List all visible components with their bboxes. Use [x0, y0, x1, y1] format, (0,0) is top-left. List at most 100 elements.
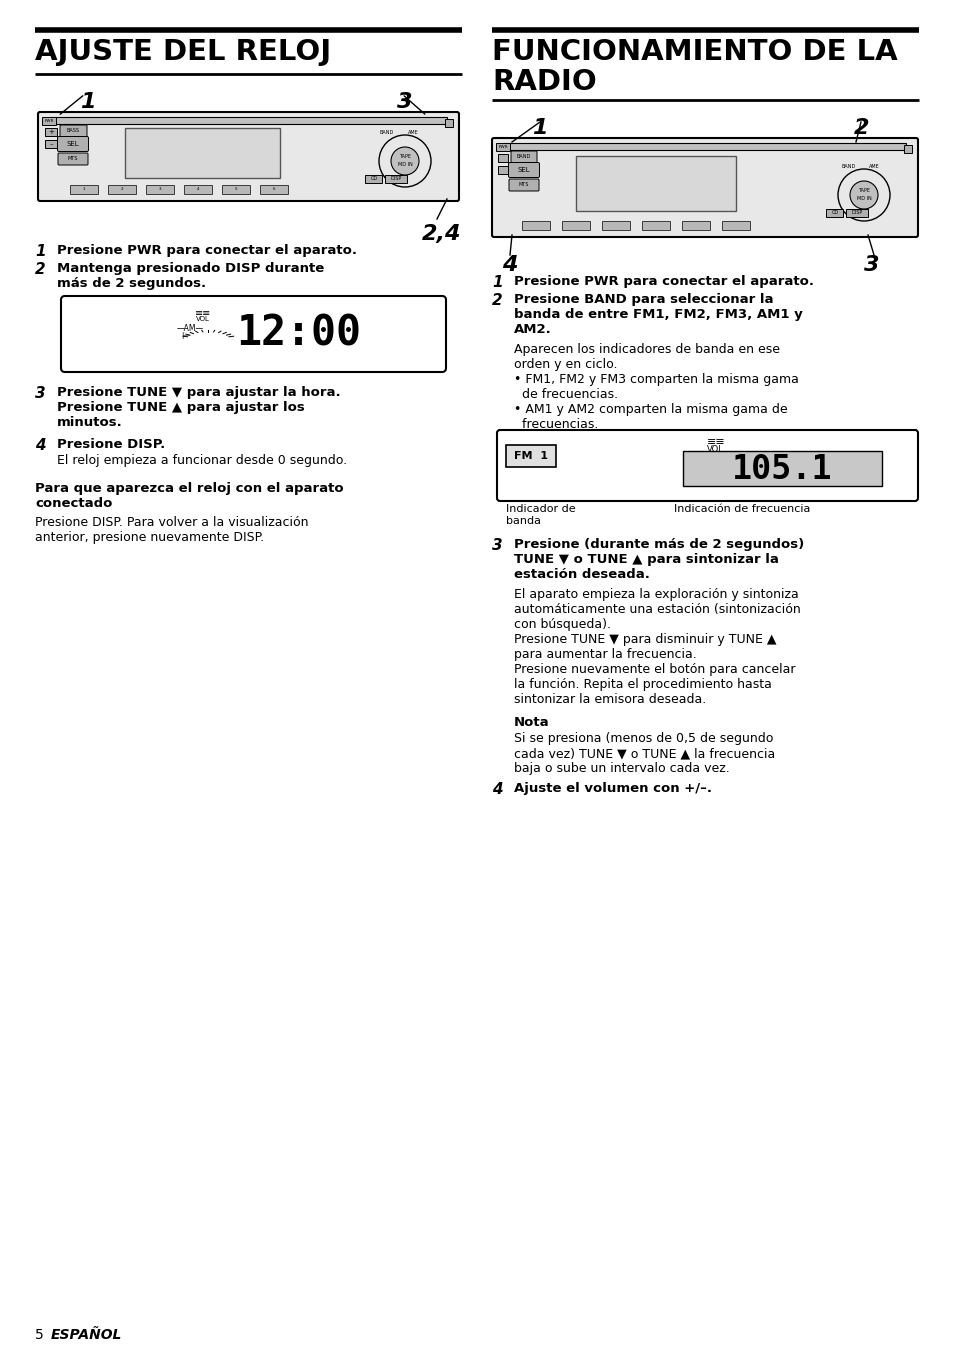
Bar — [146, 184, 173, 194]
Text: 2: 2 — [121, 187, 123, 191]
Text: PWR: PWR — [44, 118, 53, 122]
Text: MTS: MTS — [68, 156, 78, 162]
FancyBboxPatch shape — [57, 136, 89, 152]
Bar — [70, 184, 98, 194]
Bar — [903, 145, 911, 153]
Text: Indicador de
banda: Indicador de banda — [505, 503, 575, 525]
Text: 1: 1 — [83, 187, 85, 191]
Text: 1: 1 — [492, 275, 502, 289]
Text: 5: 5 — [35, 1329, 44, 1342]
FancyBboxPatch shape — [58, 153, 88, 166]
Text: 3: 3 — [863, 254, 879, 275]
Text: FUNCIONAMIENTO DE LA: FUNCIONAMIENTO DE LA — [492, 38, 897, 66]
Bar — [681, 221, 709, 230]
Text: AJUSTE DEL RELOJ: AJUSTE DEL RELOJ — [35, 38, 331, 66]
Bar — [42, 117, 56, 125]
Text: SEL: SEL — [517, 167, 530, 174]
Text: BAND: BAND — [379, 131, 394, 136]
Text: Si se presiona (menos de 0,5 de segundo
cada vez) TUNE ▼ o TUNE ▲ la frecuencia
: Si se presiona (menos de 0,5 de segundo … — [514, 732, 775, 775]
Text: Presione BAND para seleccionar la
banda de entre FM1, FM2, FM3, AM1 y
AM2.: Presione BAND para seleccionar la banda … — [514, 293, 801, 336]
Text: Presione (durante más de 2 segundos)
TUNE ▼ o TUNE ▲ para sintonizar la
estación: Presione (durante más de 2 segundos) TUN… — [514, 538, 803, 581]
Text: VOL: VOL — [706, 446, 723, 454]
Bar — [222, 184, 250, 194]
Text: 1: 1 — [35, 244, 46, 258]
Bar — [497, 166, 507, 174]
Text: AME: AME — [407, 131, 418, 136]
Text: Ajuste el volumen con +/–.: Ajuste el volumen con +/–. — [514, 782, 711, 795]
Text: 6: 6 — [273, 187, 275, 191]
Bar — [260, 184, 288, 194]
Circle shape — [849, 180, 877, 209]
Bar — [503, 143, 905, 149]
Bar — [561, 221, 589, 230]
Text: ≡≡: ≡≡ — [195, 308, 212, 318]
Text: Aparecen los indicadores de banda en ese
orden y en ciclo.
• FM1, FM2 y FM3 comp: Aparecen los indicadores de banda en ese… — [514, 343, 798, 431]
Text: –: – — [50, 141, 52, 147]
Bar — [496, 143, 510, 151]
Bar — [184, 184, 212, 194]
FancyBboxPatch shape — [511, 151, 537, 163]
Bar — [108, 184, 136, 194]
Text: Indicación de frecuencia: Indicación de frecuencia — [674, 503, 810, 514]
Text: Presione PWR para conectar el aparato.: Presione PWR para conectar el aparato. — [514, 275, 813, 288]
Text: El reloj empieza a funcionar desde 0 segundo.: El reloj empieza a funcionar desde 0 seg… — [57, 454, 347, 467]
Bar — [601, 221, 629, 230]
Text: 3: 3 — [35, 386, 46, 401]
Text: 2: 2 — [492, 293, 502, 308]
Text: —AM—: —AM— — [176, 324, 204, 332]
Text: |—: |— — [181, 332, 191, 339]
Text: 5: 5 — [234, 187, 237, 191]
Text: BASS: BASS — [67, 128, 79, 133]
Bar — [505, 446, 556, 467]
Text: Presione DISP. Para volver a la visualización
anterior, presione nuevamente DISP: Presione DISP. Para volver a la visualiz… — [35, 516, 308, 544]
Text: 12:00: 12:00 — [236, 312, 361, 354]
Text: 4: 4 — [196, 187, 199, 191]
Text: Presione DISP.: Presione DISP. — [57, 437, 165, 451]
Text: CD: CD — [831, 210, 838, 215]
FancyBboxPatch shape — [509, 179, 538, 191]
Text: 2,4: 2,4 — [421, 223, 461, 244]
Text: DISP: DISP — [390, 176, 401, 182]
Text: MTS: MTS — [518, 183, 529, 187]
Text: ≡≡: ≡≡ — [705, 437, 724, 447]
Text: 4: 4 — [492, 782, 502, 797]
Text: ESPAÑOL: ESPAÑOL — [51, 1329, 122, 1342]
Text: 4: 4 — [35, 437, 46, 454]
Bar — [497, 153, 507, 162]
Text: BAND: BAND — [841, 164, 855, 170]
Bar — [641, 221, 669, 230]
Text: 4: 4 — [501, 254, 517, 275]
Bar — [45, 140, 57, 148]
Text: FM  1: FM 1 — [514, 451, 547, 460]
Text: 3: 3 — [492, 538, 502, 553]
Text: Presione PWR para conectar el aparato.: Presione PWR para conectar el aparato. — [57, 244, 356, 257]
Text: Presione TUNE ▼ para ajustar la hora.
Presione TUNE ▲ para ajustar los
minutos.: Presione TUNE ▼ para ajustar la hora. Pr… — [57, 386, 340, 429]
Text: VOL: VOL — [196, 316, 210, 322]
FancyBboxPatch shape — [60, 125, 87, 137]
FancyBboxPatch shape — [38, 112, 458, 201]
Text: +: + — [48, 129, 54, 135]
FancyBboxPatch shape — [61, 296, 446, 371]
Text: AME: AME — [868, 164, 879, 170]
Text: MD IN: MD IN — [856, 195, 870, 201]
Bar — [682, 451, 881, 486]
Bar — [825, 209, 842, 217]
Bar — [365, 175, 381, 183]
Text: 2: 2 — [853, 118, 868, 139]
Text: Nota: Nota — [514, 716, 549, 730]
Text: SEL: SEL — [67, 141, 79, 147]
Text: 105.1: 105.1 — [731, 454, 832, 486]
Text: PWR: PWR — [497, 145, 507, 149]
Text: 1: 1 — [80, 92, 95, 112]
Bar — [521, 221, 550, 230]
Text: TAPE: TAPE — [857, 188, 869, 194]
Text: 3: 3 — [396, 92, 412, 112]
FancyBboxPatch shape — [508, 163, 539, 178]
Text: RADIO: RADIO — [492, 69, 597, 96]
Bar — [721, 221, 749, 230]
Text: BAND: BAND — [517, 155, 531, 159]
Bar — [845, 209, 867, 217]
Text: MD IN: MD IN — [397, 162, 412, 167]
Text: Mantenga presionado DISP durante
más de 2 segundos.: Mantenga presionado DISP durante más de … — [57, 262, 324, 289]
Text: 3: 3 — [158, 187, 161, 191]
